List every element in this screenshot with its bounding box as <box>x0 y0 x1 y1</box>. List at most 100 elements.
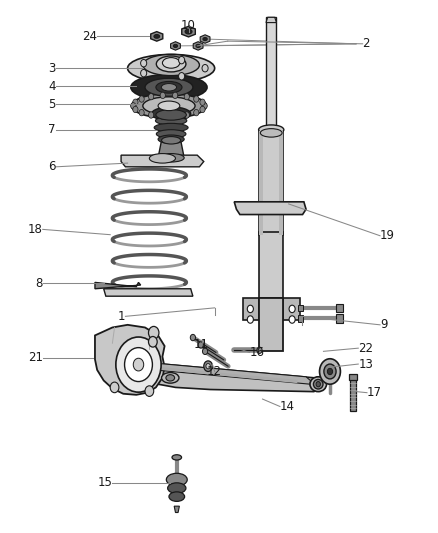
Text: 19: 19 <box>380 229 395 242</box>
Ellipse shape <box>162 58 180 68</box>
Text: 8: 8 <box>35 277 43 290</box>
Bar <box>350 379 356 411</box>
Text: 24: 24 <box>82 30 97 43</box>
Circle shape <box>148 93 154 100</box>
Circle shape <box>194 109 199 116</box>
Text: 17: 17 <box>367 386 382 399</box>
Ellipse shape <box>316 382 321 387</box>
Circle shape <box>145 386 154 397</box>
Text: 18: 18 <box>28 223 43 236</box>
Circle shape <box>139 109 144 116</box>
Circle shape <box>148 336 157 347</box>
Bar <box>336 314 343 322</box>
Circle shape <box>184 112 189 118</box>
Circle shape <box>204 361 212 372</box>
Ellipse shape <box>158 135 184 143</box>
Ellipse shape <box>155 116 187 125</box>
Circle shape <box>160 92 166 99</box>
Circle shape <box>202 348 208 354</box>
Polygon shape <box>182 26 195 37</box>
Polygon shape <box>145 361 319 392</box>
Bar <box>336 304 343 312</box>
Bar <box>298 305 303 311</box>
Polygon shape <box>104 289 193 296</box>
Ellipse shape <box>169 492 185 502</box>
Circle shape <box>320 359 340 384</box>
Circle shape <box>141 69 147 77</box>
Polygon shape <box>174 506 180 513</box>
Text: 6: 6 <box>48 160 56 173</box>
Text: 10: 10 <box>181 19 196 32</box>
Text: 22: 22 <box>358 342 373 354</box>
Bar <box>259 232 283 298</box>
Circle shape <box>160 113 166 119</box>
Polygon shape <box>121 155 204 167</box>
Ellipse shape <box>154 123 188 132</box>
Ellipse shape <box>203 37 207 41</box>
Ellipse shape <box>158 154 184 162</box>
Polygon shape <box>193 42 203 50</box>
Text: 3: 3 <box>49 62 56 75</box>
Ellipse shape <box>145 78 193 96</box>
Ellipse shape <box>127 54 215 82</box>
Text: 12: 12 <box>207 365 222 378</box>
Polygon shape <box>200 35 210 43</box>
Ellipse shape <box>166 375 175 381</box>
Circle shape <box>173 92 178 99</box>
Ellipse shape <box>314 379 323 389</box>
Polygon shape <box>95 325 165 395</box>
Circle shape <box>200 99 205 106</box>
Bar <box>298 316 303 321</box>
Ellipse shape <box>185 29 192 34</box>
Polygon shape <box>162 367 297 383</box>
Polygon shape <box>170 42 180 50</box>
Ellipse shape <box>131 94 206 118</box>
Bar <box>259 131 283 235</box>
Polygon shape <box>283 298 300 319</box>
Circle shape <box>257 347 262 353</box>
Circle shape <box>124 348 152 382</box>
Circle shape <box>289 316 295 323</box>
Polygon shape <box>95 282 141 289</box>
Ellipse shape <box>258 125 284 134</box>
Ellipse shape <box>310 377 326 392</box>
Circle shape <box>198 342 203 348</box>
Text: 1: 1 <box>118 310 125 323</box>
Circle shape <box>327 368 332 375</box>
Polygon shape <box>243 298 259 319</box>
Ellipse shape <box>162 136 181 144</box>
Text: 11: 11 <box>194 338 209 351</box>
Text: 16: 16 <box>250 346 265 359</box>
Ellipse shape <box>156 56 186 72</box>
Circle shape <box>324 364 336 379</box>
Circle shape <box>179 72 185 80</box>
Circle shape <box>139 96 144 102</box>
Circle shape <box>202 103 207 109</box>
Polygon shape <box>151 31 163 41</box>
Bar <box>259 298 283 351</box>
Circle shape <box>110 382 119 393</box>
Ellipse shape <box>143 97 195 115</box>
Ellipse shape <box>156 82 182 93</box>
Ellipse shape <box>156 110 186 120</box>
Ellipse shape <box>173 44 178 47</box>
Circle shape <box>148 326 159 339</box>
Text: 4: 4 <box>48 80 56 93</box>
Circle shape <box>133 358 144 371</box>
Ellipse shape <box>162 373 179 383</box>
Circle shape <box>179 56 185 64</box>
Circle shape <box>206 364 210 369</box>
Text: 7: 7 <box>48 123 56 136</box>
Ellipse shape <box>161 84 177 91</box>
Ellipse shape <box>260 128 282 137</box>
Circle shape <box>190 334 195 341</box>
Bar <box>266 17 276 128</box>
Ellipse shape <box>131 75 207 100</box>
Ellipse shape <box>143 54 199 76</box>
Bar <box>279 131 283 235</box>
Polygon shape <box>154 363 311 384</box>
Circle shape <box>184 93 189 100</box>
Ellipse shape <box>158 101 180 111</box>
Text: 2: 2 <box>363 37 370 50</box>
Text: 9: 9 <box>380 318 388 332</box>
